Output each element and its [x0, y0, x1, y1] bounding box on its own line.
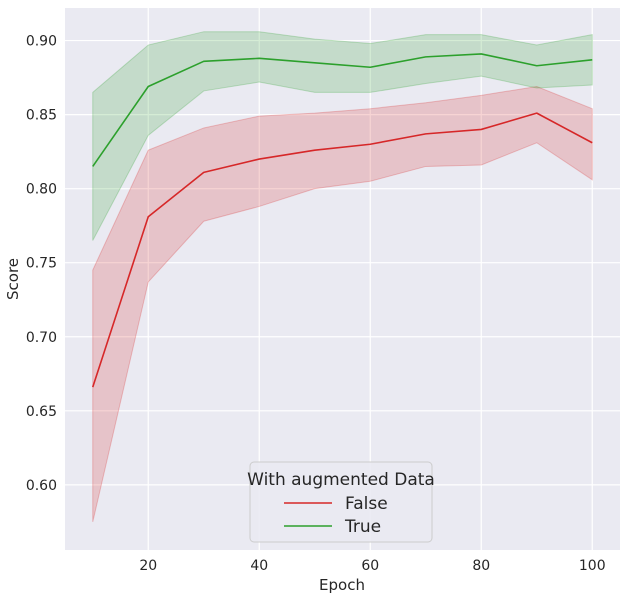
- y-tick-labels: 0.60 0.65 0.70 0.75 0.80 0.85 0.90: [26, 34, 57, 494]
- plot-background: [65, 8, 620, 550]
- y-tick-label: 0.60: [26, 478, 57, 494]
- y-tick-label: 0.90: [26, 34, 57, 50]
- legend: With augmented Data False True: [247, 461, 435, 543]
- y-axis-label: Score: [4, 258, 22, 300]
- series-lines: [91, 53, 593, 388]
- x-tick-labels: 20 40 60 80 100: [139, 558, 605, 574]
- x-axis-label: Epoch: [319, 576, 365, 594]
- x-tick-label: 20: [139, 558, 157, 574]
- line-true: [92, 53, 593, 167]
- y-tick-label: 0.85: [26, 108, 57, 124]
- legend-title: With augmented Data: [247, 470, 435, 490]
- confidence-bands: [92, 31, 593, 522]
- grid-lines: [65, 8, 620, 550]
- line-false: [91, 112, 593, 388]
- y-tick-label: 0.75: [26, 256, 57, 272]
- legend-box: [249, 461, 433, 543]
- x-tick-label: 80: [472, 558, 490, 574]
- legend-label-true: True: [344, 517, 381, 537]
- x-tick-label: 40: [250, 558, 268, 574]
- x-tick-label: 100: [579, 558, 606, 574]
- y-tick-label: 0.70: [26, 330, 57, 346]
- y-tick-label: 0.65: [26, 404, 57, 420]
- x-tick-label: 60: [361, 558, 379, 574]
- band-true: [92, 31, 593, 241]
- band-false: [92, 85, 593, 522]
- y-tick-label: 0.80: [26, 182, 57, 198]
- legend-label-false: False: [345, 494, 388, 514]
